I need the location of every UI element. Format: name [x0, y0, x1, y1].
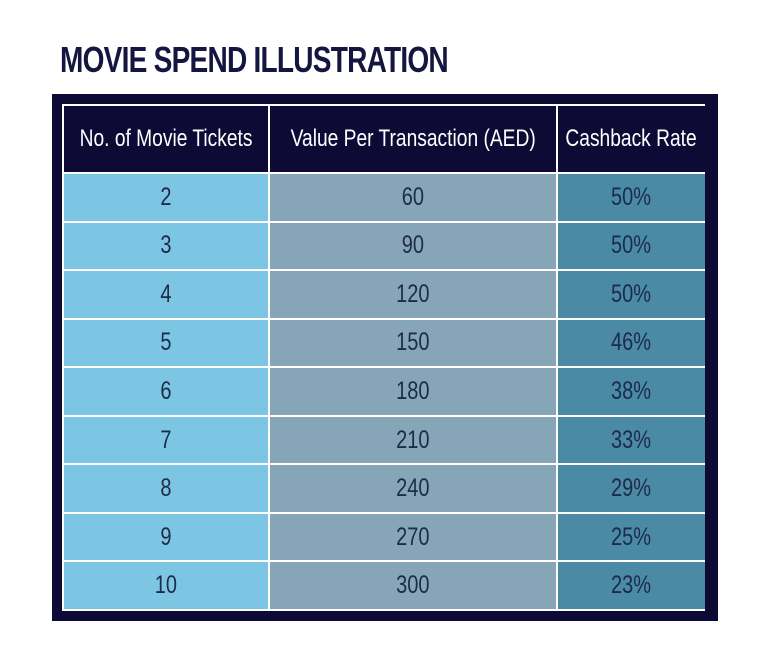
table-cell-tickets: 6 [64, 368, 268, 415]
table-cell-cashback: 38% [558, 368, 705, 415]
table-cell-value: 270 [270, 513, 556, 561]
table-cell-tickets: 9 [64, 513, 268, 561]
table-cell-cashback: 25% [558, 513, 705, 561]
table-cell-tickets: 7 [64, 416, 268, 464]
header-cell-value: Value Per Transaction (AED) [270, 106, 556, 172]
header-cell-tickets: No. of Movie Tickets [64, 106, 268, 172]
movie-spend-table: No. of Movie Tickets Value Per Transactio… [62, 104, 705, 611]
table-frame: No. of Movie Tickets Value Per Transactio… [52, 94, 718, 621]
table-cell-tickets: 10 [64, 562, 268, 609]
table-cell-value: 120 [270, 271, 556, 318]
table-cell-cashback: 29% [558, 465, 705, 512]
table-cell-value: 240 [270, 465, 556, 512]
table-cell-value: 180 [270, 368, 556, 415]
table-cell-tickets: 8 [64, 465, 268, 512]
table-cell-cashback: 50% [558, 271, 705, 318]
table-cell-tickets: 3 [64, 222, 268, 270]
table-cell-tickets: 2 [64, 174, 268, 221]
table-cell-cashback: 50% [558, 174, 705, 221]
table-cell-value: 210 [270, 416, 556, 464]
table-cell-cashback: 23% [558, 562, 705, 609]
table-cell-cashback: 33% [558, 416, 705, 464]
table-cell-value: 60 [270, 174, 556, 221]
page-title: MOVIE SPEND ILLUSTRATION [60, 39, 449, 80]
table-cell-cashback: 50% [558, 222, 705, 270]
table-cell-cashback: 46% [558, 319, 705, 367]
table-cell-value: 150 [270, 319, 556, 367]
table-cell-tickets: 5 [64, 319, 268, 367]
table-cell-value: 300 [270, 562, 556, 609]
table-cell-value: 90 [270, 222, 556, 270]
header-cell-cashback: Cashback Rate [558, 106, 705, 172]
table-cell-tickets: 4 [64, 271, 268, 318]
